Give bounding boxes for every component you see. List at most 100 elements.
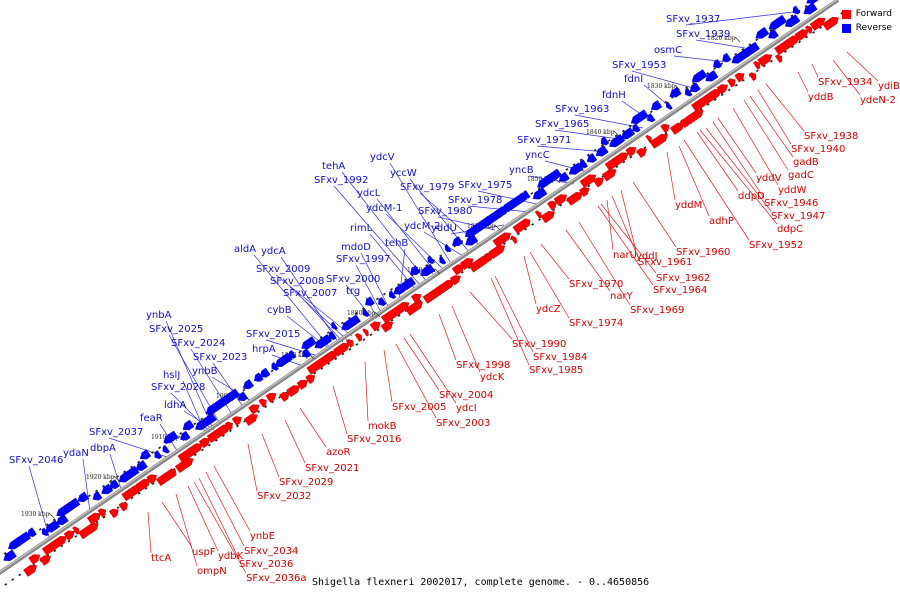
forward-gene-feature [510, 235, 518, 244]
reverse-gene-feature [669, 86, 682, 98]
backbone-dash-lower [755, 69, 759, 73]
forward-gene-label: gadC [788, 170, 814, 181]
backbone-dash-lower [720, 93, 724, 97]
reverse-gene-label: tehA [322, 161, 345, 172]
backbone-dash-upper [123, 470, 126, 474]
reverse-gene-leader [360, 252, 390, 309]
reverse-gene-label: ydcV [370, 152, 395, 163]
axis-tick [434, 268, 441, 275]
backbone-dash-lower [791, 45, 794, 49]
backbone-dash-upper [663, 100, 667, 104]
reverse-gene-feature [630, 109, 649, 124]
forward-gene-feature [39, 555, 51, 566]
backbone-dash-lower [713, 98, 717, 101]
forward-gene-leader [683, 139, 750, 241]
forward-gene-feature [97, 508, 107, 518]
backbone-dash-lower [236, 424, 239, 428]
axis-tick [494, 224, 501, 231]
forward-gene-feature [405, 301, 423, 316]
reverse-gene-feature [751, 41, 760, 52]
reverse-gene-feature [632, 123, 641, 133]
reverse-gene-feature [68, 497, 81, 509]
forward-gene-label: ddpD [738, 191, 765, 202]
backbone-dash-lower [805, 35, 808, 39]
reverse-gene-label: SFxv_2025 [149, 324, 203, 335]
forward-gene-label: SFxv_1952 [749, 240, 803, 251]
forward-gene-label: SFxv_1962 [656, 273, 710, 284]
axis-tick-label: 1930 kbp [21, 511, 50, 518]
reverse-gene-feature [409, 265, 421, 276]
reverse-gene-label: aldA [234, 244, 256, 255]
forward-gene-label: gadB [793, 157, 819, 168]
forward-gene-label: SFxv_2032 [257, 491, 311, 502]
reverse-gene-feature [328, 331, 337, 341]
backbone-dash-lower [102, 515, 106, 519]
forward-gene-leader [611, 195, 639, 258]
reverse-gene-feature [331, 321, 338, 331]
reverse-gene-leader [302, 298, 344, 343]
forward-gene-label: ompN [197, 566, 227, 577]
backbone-dash-upper [607, 139, 611, 142]
forward-gene-feature [108, 508, 119, 519]
backbone-dash-lower [18, 573, 22, 577]
backbone-dash-lower [355, 343, 359, 346]
backbone-dash-lower [629, 155, 633, 159]
backbone-dash-lower [229, 429, 232, 433]
reverse-gene-feature [242, 379, 255, 390]
axis-tick [374, 311, 381, 318]
reverse-gene-feature [109, 479, 120, 489]
reverse-gene-label: SFxv_1937 [666, 14, 720, 25]
reverse-gene-label: cybB [267, 305, 292, 316]
forward-gene-label: yddJ [636, 251, 658, 262]
forward-gene-leader [606, 199, 614, 251]
backbone-dash-lower [727, 88, 731, 92]
reverse-gene-feature [27, 527, 37, 537]
forward-gene-label: SFxv_2029 [279, 477, 333, 488]
forward-gene-feature [391, 301, 410, 317]
reverse-gene-label: SFxv_1979 [400, 182, 454, 193]
reverse-gene-leader [280, 256, 339, 343]
backbone-dash-lower [769, 59, 773, 63]
backbone-dash-upper [354, 312, 358, 315]
reverse-gene-leader [82, 458, 91, 513]
forward-gene-label: SFxv_1969 [630, 305, 684, 316]
reverse-gene-label: mdoD [341, 242, 371, 253]
backbone-dash-upper [326, 331, 330, 334]
backbone-dash-lower [130, 496, 134, 500]
reverse-gene-feature [13, 531, 31, 546]
forward-gene-feature [540, 210, 555, 224]
backbone-dash-upper [242, 388, 246, 392]
forward-gene-label: SFxv_1990 [512, 339, 566, 350]
backbone-dash-lower [503, 242, 506, 245]
backbone-dash-upper [45, 523, 49, 526]
reverse-gene-feature [691, 69, 708, 83]
forward-gene-feature [187, 443, 203, 457]
forward-gene-leader [438, 313, 457, 361]
forward-gene-feature [410, 293, 422, 304]
backbone-dash-upper [130, 465, 133, 469]
reverse-gene-feature [420, 263, 435, 277]
forward-gene-feature [612, 152, 629, 166]
backbone-dash-lower [264, 405, 268, 409]
reverse-gene-feature [609, 134, 625, 148]
forward-gene-feature [566, 192, 583, 206]
backbone-dash-upper [137, 460, 141, 464]
label-leader-lines [28, 11, 879, 574]
reverse-gene-leader [477, 190, 542, 206]
forward-gene-label: ddpC [777, 224, 803, 235]
forward-gene-leader [696, 131, 739, 192]
backbone-dash-lower [615, 165, 619, 169]
forward-gene-leader [732, 107, 779, 186]
backbone-dash-lower [559, 203, 563, 207]
forward-gene-feature [645, 134, 653, 144]
backbone-dash-lower [151, 482, 155, 485]
reverse-gene-leader [341, 171, 428, 283]
backbone-dash-lower [524, 227, 527, 231]
reverse-gene-feature [139, 449, 152, 460]
reverse-gene-feature [722, 52, 732, 63]
backbone-dash-upper [52, 518, 56, 522]
forward-gene-label: SFxv_1974 [569, 318, 623, 329]
backbone-dash-lower [517, 232, 520, 236]
